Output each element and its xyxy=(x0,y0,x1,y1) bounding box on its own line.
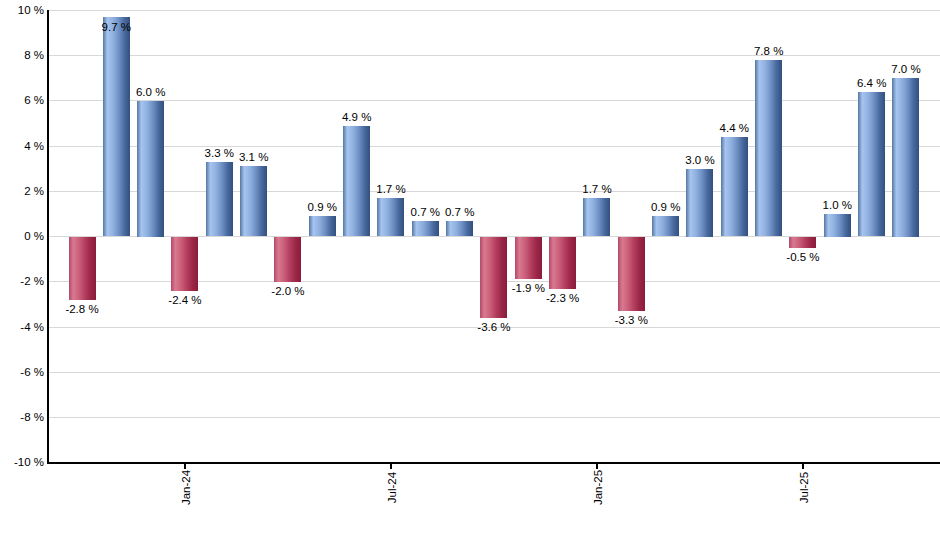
gridline-y-10 xyxy=(48,10,940,11)
positive-return-bar[interactable] xyxy=(377,198,404,236)
gridline-y-2 xyxy=(48,191,940,192)
negative-return-bar[interactable] xyxy=(274,237,301,282)
negative-return-bar[interactable] xyxy=(480,237,507,318)
bar-value-label: 7.0 % xyxy=(891,63,920,76)
bar-value-label: 0.7 % xyxy=(445,206,474,219)
y-axis-tick-label: -4 % xyxy=(2,321,44,334)
bar-value-label: -2.8 % xyxy=(65,303,98,316)
bar-value-label: -3.3 % xyxy=(615,314,648,327)
negative-return-bar[interactable] xyxy=(618,237,645,312)
bar-value-label: -1.9 % xyxy=(512,282,545,295)
bar-value-label: -2.3 % xyxy=(546,292,579,305)
x-axis-month-label: Jan-25 xyxy=(591,438,604,538)
positive-return-bar[interactable] xyxy=(652,216,679,236)
bar-value-label: 7.8 % xyxy=(754,45,783,58)
bar-value-label: 6.4 % xyxy=(857,77,886,90)
negative-return-bar[interactable] xyxy=(789,237,816,248)
bar-value-label: 1.7 % xyxy=(376,183,405,196)
bar-value-label: 0.9 % xyxy=(308,201,337,214)
bar-value-label: 9.7 % xyxy=(102,21,131,34)
bar-value-label: 3.0 % xyxy=(685,154,714,167)
gridline-y-6 xyxy=(48,100,940,101)
bar-value-label: -0.5 % xyxy=(786,251,819,264)
y-axis-tick-label: 6 % xyxy=(2,94,44,107)
positive-return-bar[interactable] xyxy=(240,166,267,236)
bar-value-label: 1.7 % xyxy=(582,183,611,196)
bar-value-label: 4.4 % xyxy=(720,122,749,135)
positive-return-bar[interactable] xyxy=(206,162,233,237)
x-axis-month-label: Jan-24 xyxy=(179,438,192,538)
positive-return-bar[interactable] xyxy=(686,169,713,237)
positive-return-bar[interactable] xyxy=(892,78,919,236)
y-axis-tick-label: 8 % xyxy=(2,49,44,62)
negative-return-bar[interactable] xyxy=(171,237,198,291)
gridline-y-8 xyxy=(48,55,940,56)
bar-value-label: 3.1 % xyxy=(239,151,268,164)
positive-return-bar[interactable] xyxy=(412,221,439,237)
bar-value-label: 0.9 % xyxy=(651,201,680,214)
gridline-y-4 xyxy=(48,146,940,147)
positive-return-bar[interactable] xyxy=(137,101,164,237)
y-axis-line xyxy=(47,10,49,464)
monthly-returns-bar-chart: 10 % 8 % 6 % 4 % 2 % 0 % -2 % -4 % -6 % -8 % -10 %… xyxy=(0,0,940,550)
bar-value-label: 3.3 % xyxy=(205,147,234,160)
bar-value-label: 6.0 % xyxy=(136,86,165,99)
positive-return-bar[interactable] xyxy=(103,17,130,236)
positive-return-bar[interactable] xyxy=(755,60,782,236)
bar-value-label: -3.6 % xyxy=(477,321,510,334)
y-axis-tick-label: -8 % xyxy=(2,411,44,424)
y-axis-tick-label: 0 % xyxy=(2,230,44,243)
y-axis-tick-label: 10 % xyxy=(2,4,44,17)
positive-return-bar[interactable] xyxy=(446,221,473,237)
y-axis-tick-label: -6 % xyxy=(2,366,44,379)
bar-value-label: 1.0 % xyxy=(823,199,852,212)
positive-return-bar[interactable] xyxy=(721,137,748,237)
bar-value-label: -2.0 % xyxy=(271,285,304,298)
positive-return-bar[interactable] xyxy=(343,126,370,237)
x-axis-month-label: Jul-25 xyxy=(797,438,810,538)
positive-return-bar[interactable] xyxy=(858,92,885,237)
negative-return-bar[interactable] xyxy=(515,237,542,280)
y-axis-tick-label: -2 % xyxy=(2,275,44,288)
y-axis-tick-label: -10 % xyxy=(2,456,44,469)
gridline-y--8 xyxy=(48,417,940,418)
positive-return-bar[interactable] xyxy=(309,216,336,236)
bar-value-label: 0.7 % xyxy=(411,206,440,219)
y-axis-tick-label: 4 % xyxy=(2,140,44,153)
negative-return-bar[interactable] xyxy=(549,237,576,289)
negative-return-bar[interactable] xyxy=(69,237,96,300)
x-axis-month-label: Jul-24 xyxy=(385,438,398,538)
positive-return-bar[interactable] xyxy=(824,214,851,237)
positive-return-bar[interactable] xyxy=(583,198,610,236)
bar-value-label: -2.4 % xyxy=(168,294,201,307)
bar-value-label: 4.9 % xyxy=(342,111,371,124)
gridline-y--6 xyxy=(48,372,940,373)
y-axis-tick-label: 2 % xyxy=(2,185,44,198)
